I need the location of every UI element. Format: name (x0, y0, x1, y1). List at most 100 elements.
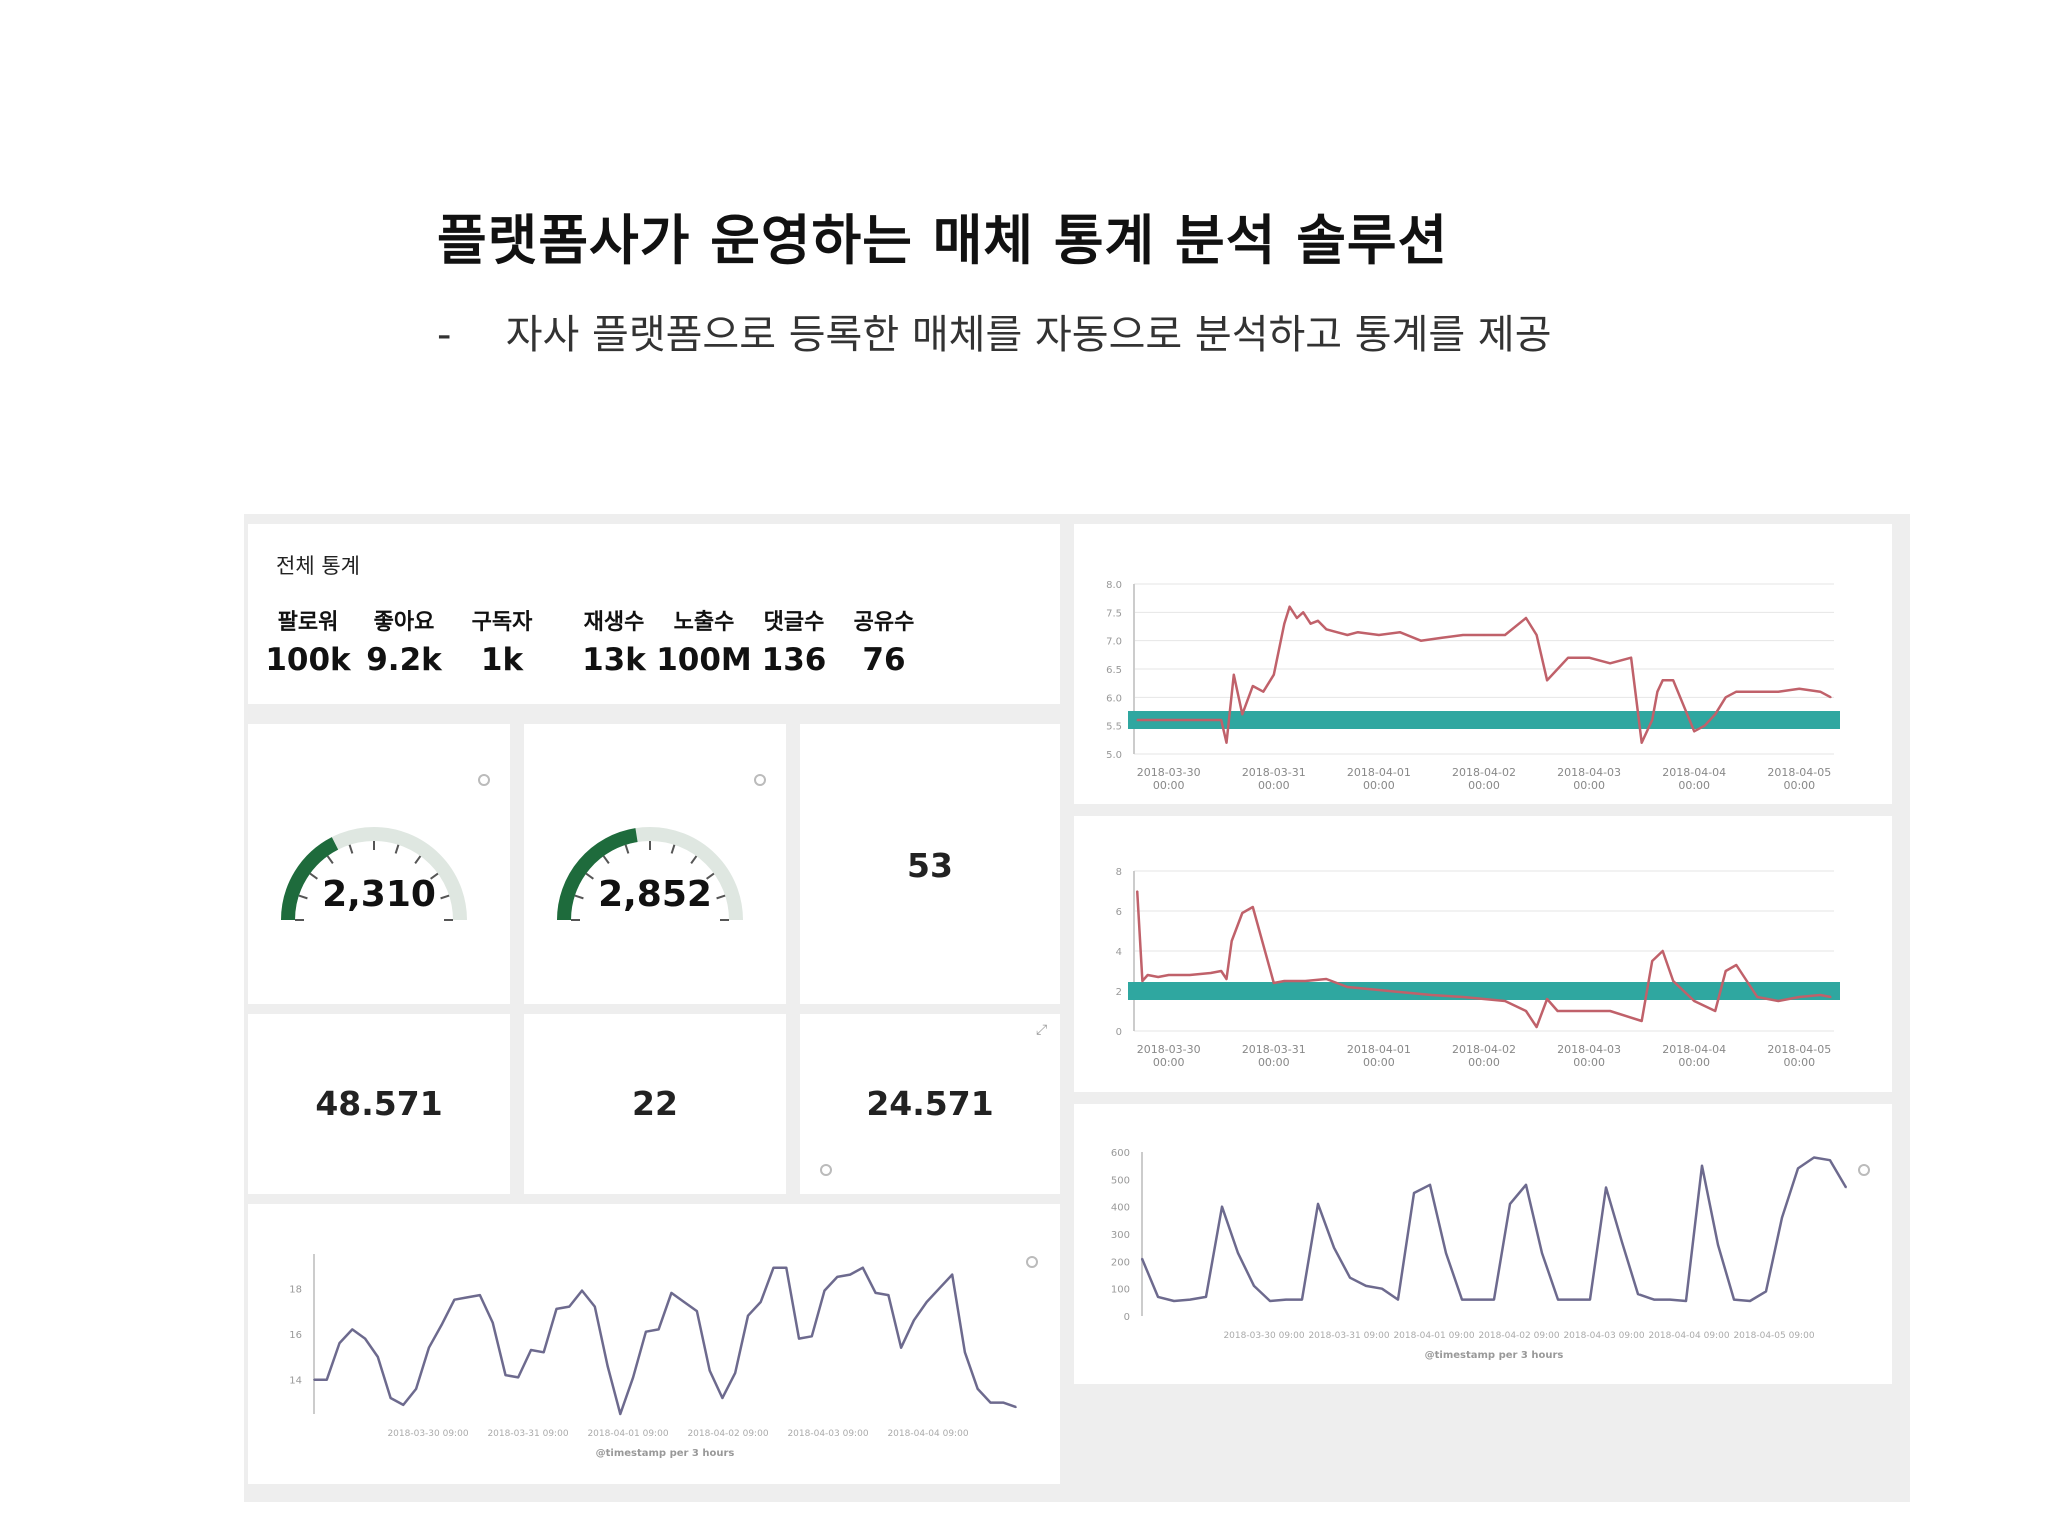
metric-panel-24: ⤢ 24.571 (800, 1014, 1060, 1194)
stat-value-likes: 9.2k (366, 642, 442, 678)
y-tick-label: 500 (1111, 1175, 1130, 1186)
data-point (1346, 634, 1349, 636)
gauge-1-value: 2,310 (322, 874, 436, 915)
data-point (1717, 1244, 1719, 1246)
data-point (772, 1266, 775, 1269)
gauge-tick (326, 855, 334, 864)
expand-icon[interactable]: ⤢ (1036, 1022, 1048, 1038)
gear-icon[interactable] (754, 774, 766, 786)
y-tick-label: 8.0 (1106, 580, 1122, 591)
gauge-tick (298, 894, 308, 900)
data-point (1653, 1298, 1655, 1301)
data-point (683, 1301, 685, 1303)
data-point (1388, 990, 1391, 992)
data-point (1588, 656, 1590, 659)
data-point (1336, 631, 1338, 633)
data-point (1241, 713, 1244, 716)
data-point (989, 1401, 992, 1404)
x-tick-label: 2018-04-04 09:00 (1648, 1331, 1729, 1341)
x-axis-title: @timestamp per 3 hours (1425, 1350, 1564, 1361)
data-point (479, 1294, 481, 1296)
data-point (504, 1374, 507, 1376)
data-point (1588, 1010, 1590, 1012)
y-tick-label: 6.0 (1106, 693, 1122, 704)
data-point (849, 1273, 851, 1276)
x-tick-label: 2018-04-01 09:00 (1393, 1331, 1474, 1341)
y-tick-label: 200 (1111, 1257, 1130, 1268)
line-chart-bottom-left: 18 16 14 2018-03-30 09:00 2018-03-31 09:00 20… (289, 1254, 1017, 1459)
data-point (1567, 656, 1569, 659)
data-point (1541, 1252, 1543, 1254)
data-point (1735, 690, 1738, 693)
data-point (1637, 1293, 1639, 1295)
data-point (453, 1298, 456, 1301)
data-point (810, 1335, 813, 1338)
data-point (1672, 980, 1674, 982)
data-point (1703, 724, 1706, 727)
data-point (1573, 1298, 1575, 1301)
data-point (1288, 605, 1291, 608)
x-tick-label-time: 00:00 (1363, 1056, 1395, 1069)
gauge-tick (706, 872, 715, 880)
data-point (1685, 1300, 1687, 1302)
gear-icon[interactable] (1026, 1256, 1038, 1268)
data-point (670, 1292, 673, 1294)
data-point (313, 1378, 315, 1381)
data-point (1209, 972, 1212, 974)
data-point (708, 1369, 711, 1372)
x-tick-label: 2018-04-04 (1662, 1043, 1726, 1056)
x-tick-label: 2018-04-01 (1347, 1043, 1411, 1056)
stat-value-comments: 136 (761, 642, 827, 678)
chart-panel-bottom-right: 600 500 400 300 200 100 0 2018-03-30 09:00 2018-… (1074, 1104, 1892, 1384)
x-tick-label: 2018-03-31 (1242, 1043, 1306, 1056)
data-point (1146, 974, 1149, 976)
data-point (1509, 1203, 1511, 1205)
x-tick-label-time: 00:00 (1573, 779, 1605, 792)
data-point (1269, 1300, 1271, 1302)
series-line (1140, 1156, 1848, 1303)
y-tick-label: 5.0 (1106, 750, 1122, 761)
data-point (1781, 1216, 1783, 1219)
stat-label-views: 재생수 (583, 610, 645, 635)
data-point (1651, 960, 1653, 962)
gauge-tick (690, 855, 698, 864)
data-point (1830, 696, 1832, 699)
data-point (1651, 719, 1653, 721)
data-point (1525, 617, 1527, 619)
data-point (836, 1276, 839, 1278)
line-chart-middle-right: 864202018-03-3000:002018-03-3100:002018-… (1116, 867, 1840, 1069)
x-tick-label: 2018-04-03 (1557, 766, 1621, 779)
dashboard-screenshot: 전체 통계 팔로워 좋아요 구독자 재생수 노출수 댓글수 공유수 100k 9… (244, 514, 1910, 1502)
data-point (1251, 906, 1254, 908)
x-tick-label: 2018-04-02 09:00 (1478, 1331, 1559, 1341)
stat-label-shares: 공유수 (853, 610, 915, 635)
data-point (1461, 1298, 1463, 1301)
data-point (823, 1289, 826, 1292)
data-point (1317, 1203, 1319, 1205)
data-point (1693, 1000, 1696, 1002)
gauge-tick (585, 872, 594, 880)
data-point (964, 1351, 966, 1354)
gauge-tick (309, 872, 318, 880)
gear-icon[interactable] (478, 774, 490, 786)
data-point (1283, 980, 1286, 982)
data-point (900, 1346, 902, 1349)
data-point (1589, 1298, 1591, 1301)
data-point (1430, 994, 1433, 996)
x-tick-label-time: 00:00 (1678, 1056, 1710, 1069)
data-point (734, 1372, 736, 1374)
data-point (338, 1342, 341, 1344)
data-point (1188, 974, 1191, 976)
data-point (325, 1378, 328, 1381)
x-tick-label-time: 00:00 (1468, 1056, 1500, 1069)
data-point (568, 1305, 571, 1308)
y-tick-label: 600 (1111, 1148, 1130, 1159)
gear-icon[interactable] (1858, 1164, 1870, 1176)
stat-value-shares: 76 (862, 642, 906, 678)
gear-icon[interactable] (820, 1164, 832, 1176)
stat-value-subscribers: 1k (480, 642, 524, 678)
data-point (1504, 1000, 1506, 1002)
x-tick-label: 2018-04-01 (1347, 766, 1411, 779)
data-point (1733, 1298, 1735, 1301)
data-point (1002, 1401, 1005, 1404)
